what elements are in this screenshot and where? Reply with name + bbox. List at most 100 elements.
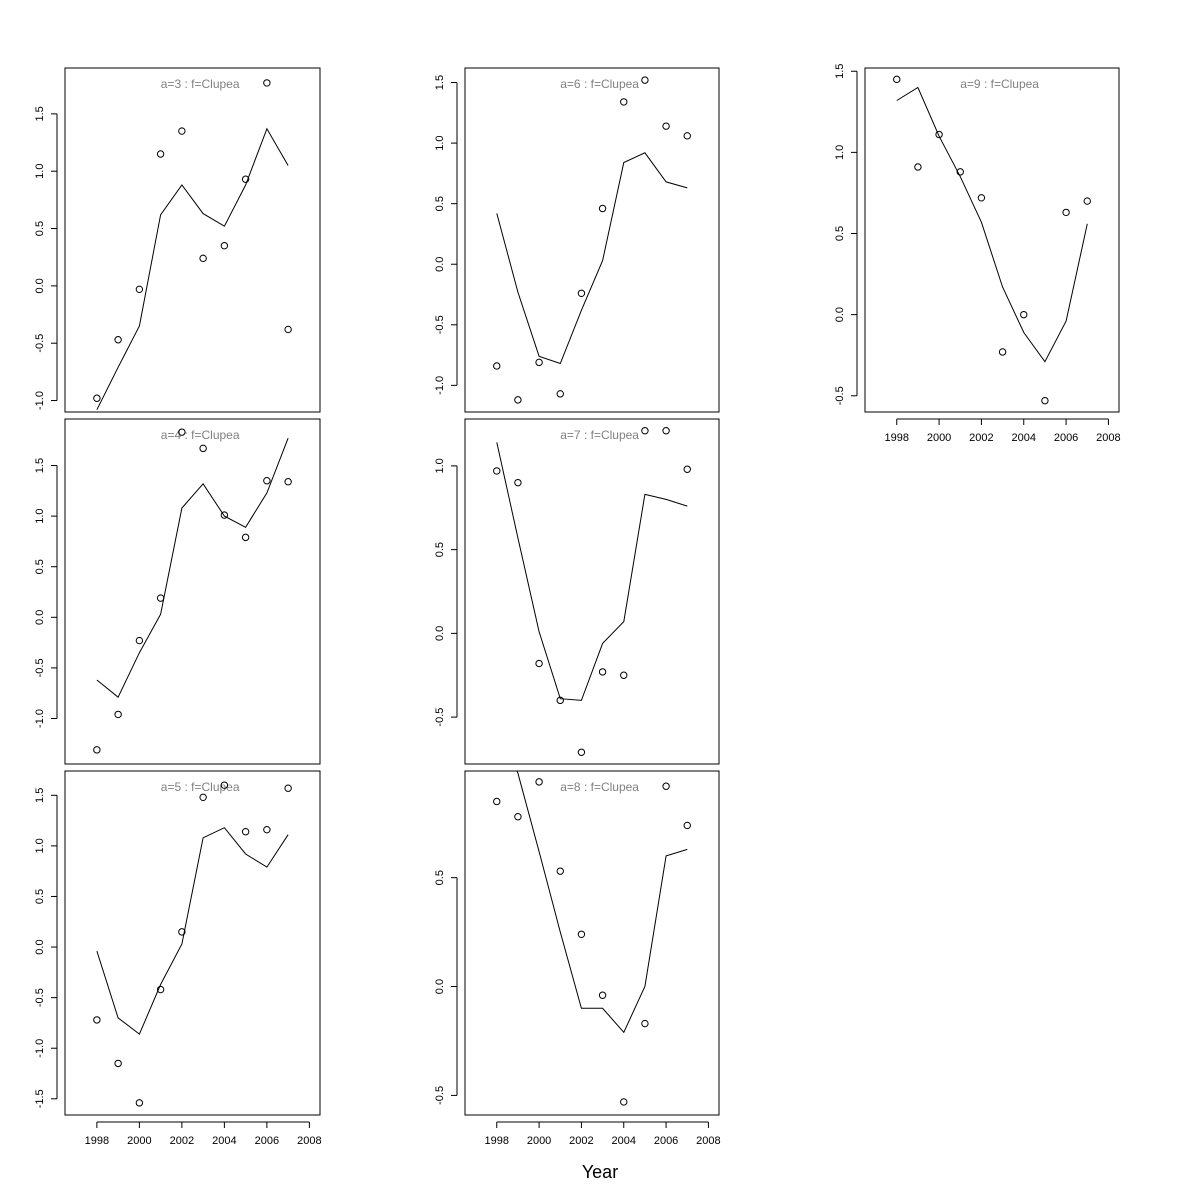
plot-frame [464,770,720,1116]
observed-point [620,671,628,679]
observed-point [535,358,543,367]
plot-frame [64,67,321,413]
data-marks [93,428,292,754]
observed-point [577,289,586,297]
panel-title: a=6 : f=Clupea [560,77,639,91]
observed-point [556,390,564,398]
plot-frame [464,67,720,413]
observed-point [514,813,522,821]
observed-point [493,797,501,806]
y-tick-label: 1.0 [34,838,46,853]
observed-point [135,1099,144,1107]
fitted-line [96,127,289,410]
y-tick-label: -1.0 [34,1039,46,1058]
x-tick-label: 2008 [696,1135,720,1147]
x-tick-label: 2002 [969,432,993,444]
observed-point [135,285,144,294]
y-tick-label: 1.0 [34,164,46,179]
y-tick-label: 0.5 [34,559,46,574]
observed-point [514,396,522,404]
plot-frame [864,67,1120,413]
y-tick-label: -0.5 [34,988,46,1007]
x-tick-label: 2004 [1012,432,1036,444]
fitted-line [496,442,688,701]
data-marks [493,76,691,404]
observed-point [1083,197,1091,205]
y-tick-label: 0.5 [434,542,446,557]
observed-point [93,746,101,754]
observed-point [977,194,986,202]
panel-title: a=4 : f=Clupea [161,428,240,442]
y-tick-label: 1.5 [34,458,46,473]
panel-a4: a=4 : f=Clupea -1.0 -0.5 0.0 0.5 1.0 1.5 [34,418,321,765]
y-tick-label: -0.5 [434,315,446,334]
y-tick-label: 1.0 [434,458,446,473]
y-tick-label: 0.0 [34,610,46,625]
y-tick-label: -1.0 [34,391,46,410]
y-tick-label: -1.0 [434,376,446,395]
y-tick-label: -1.5 [34,1089,46,1108]
y-tick-label: 0.5 [434,870,446,885]
fitted-line [496,152,688,365]
observed-point [1020,310,1028,319]
observed-point [935,130,943,139]
observed-point [620,1098,628,1106]
y-tick-label: 0.5 [34,221,46,236]
observed-point [156,985,165,994]
observed-point [220,781,229,789]
observed-point [156,150,165,158]
x-tick-label: 2004 [612,1135,636,1147]
y-tick-label: -0.5 [434,1086,446,1105]
x-tick-label: 2002 [569,1135,593,1147]
observed-point [641,76,649,84]
y-tick-label: 1.5 [34,106,46,121]
x-tick-label: 2004 [212,1135,236,1147]
panel-a5: a=5 : f=Clupea -1.5 -1.0 -0.5 0.0 0.5 1.0 1.5 19… [34,770,322,1147]
panel-title: a=3 : f=Clupea [161,77,240,91]
x-tick-label: 2006 [255,1135,279,1147]
observed-point [263,79,271,87]
panel-title: a=9 : f=Clupea [960,77,1039,91]
observed-point [598,668,607,676]
panel-a7: a=7 : f=Clupea -0.5 0.0 0.5 1.0 [434,418,720,765]
observed-point [514,478,522,487]
x-tick-label: 2000 [127,1135,151,1147]
observed-point [493,467,501,475]
y-tick-label: -0.5 [34,658,46,677]
observed-point [178,428,186,436]
observed-point [220,242,229,250]
observed-point [199,793,207,802]
y-tick-label: 0.0 [434,257,446,272]
observed-point [956,168,964,176]
observed-point [641,427,649,435]
panel-title: a=8 : f=Clupea [560,780,639,794]
observed-point [683,132,691,140]
observed-point [93,394,101,402]
observed-point [641,1019,649,1028]
fitted-line [96,438,289,698]
y-tick-label: 1.0 [434,135,446,150]
panel-title: a=5 : f=Clupea [161,780,240,794]
observed-point [114,710,122,719]
observed-point [683,821,691,830]
y-tick-label: 0.5 [434,196,446,211]
y-tick-label: 0.5 [34,889,46,904]
observed-point [556,696,564,705]
x-tick-label: 1998 [85,1135,109,1147]
observed-point [220,511,229,519]
observed-point [577,930,586,938]
observed-point [914,163,922,171]
y-tick-label: 0.0 [434,626,446,641]
panels-group: a=3 : f=Clupea -1.0 -0.5 0.0 0.5 1.0 1.5 a=4 : … [34,64,1121,1147]
panel-a8: a=8 : f=Clupea -0.5 0.0 0.5 1998 2000 2002 2004… [434,770,721,1147]
y-tick-label: 0.0 [434,979,446,994]
observed-point [493,362,501,370]
y-tick-label: 1.0 [34,508,46,523]
x-axis-title: Year [582,1162,618,1182]
panel-a6: a=6 : f=Clupea -1.0 -0.5 0.0 0.5 1.0 1.5 [434,67,720,413]
x-tick-label: 2000 [527,1135,551,1147]
observed-point [998,348,1007,356]
x-tick-label: 2008 [1096,432,1120,444]
y-tick-label: 1.5 [834,64,846,79]
x-tick-label: 2000 [927,432,951,444]
